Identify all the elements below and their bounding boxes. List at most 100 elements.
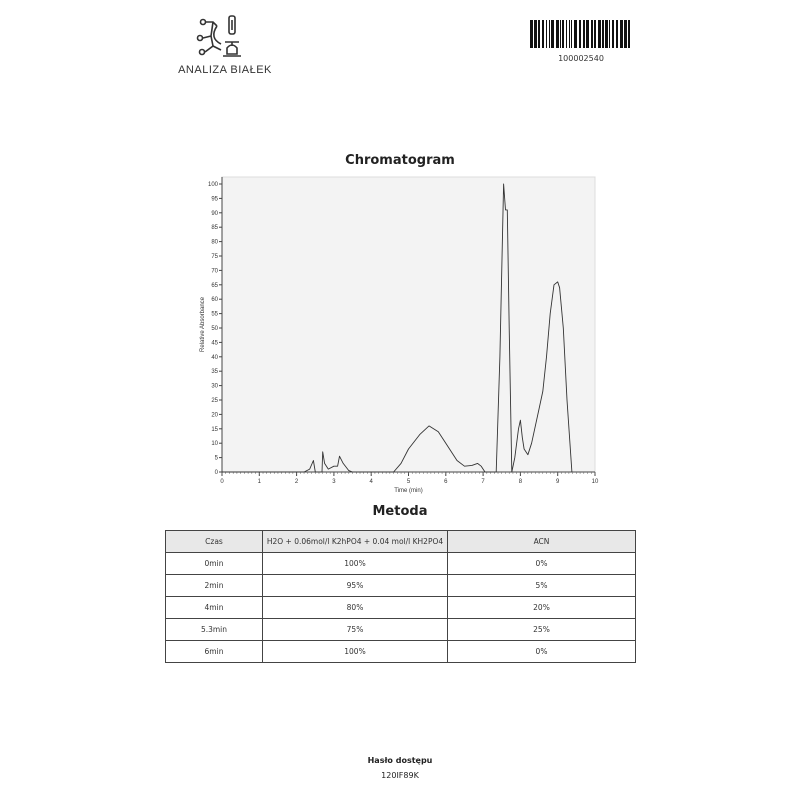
col-header-buffer: H2O + 0.06mol/l K2hPO4 + 0.04 mol/l KH2P… [262,530,448,553]
cell-acn: 25% [447,618,636,641]
y-tick-label: 70 [211,268,218,274]
password-value: 120IF89K [381,771,419,780]
table-row: 0min 100% 0% [165,552,636,575]
barcode-bar [569,20,570,48]
barcode: 100002540 [528,20,634,63]
cell-buffer: 75% [262,618,448,641]
cell-buffer: 95% [262,574,448,597]
barcode-bar [546,20,547,48]
barcode-bar [620,20,623,48]
barcode-bar [624,20,627,48]
cell-time: 4min [165,596,263,619]
barcode-bar [538,20,540,48]
barcode-image [530,20,630,48]
x-tick-label: 3 [332,479,336,485]
table-row: 6min 100% 0% [165,640,636,663]
barcode-bar [562,20,564,48]
col-header-acn: ACN [447,530,636,553]
x-tick-label: 7 [481,479,485,485]
barcode-number: 100002540 [558,54,604,63]
x-tick-label: 8 [519,479,523,485]
y-tick-label: 0 [215,470,219,476]
y-tick-label: 30 [211,384,218,390]
chromatogram-trace [222,183,573,473]
y-tick-label: 50 [211,326,218,332]
plot-area [221,176,596,473]
table-row: 2min 95% 5% [165,574,636,597]
barcode-bar [530,20,533,48]
table-row: 5.3min 75% 25% [165,618,636,641]
barcode-bar [560,20,561,48]
barcode-bar [571,20,572,48]
chart-title: Chromatogram [345,153,455,168]
barcode-bar [605,20,608,48]
barcode-bar [628,20,630,48]
x-tick-label: 0 [220,479,224,485]
y-tick-label: 95 [211,196,218,202]
y-tick-label: 65 [211,283,218,289]
y-tick-label: 100 [208,182,219,188]
x-tick-label: 5 [407,479,411,485]
y-tick-label: 40 [211,355,218,361]
barcode-bar [574,20,577,48]
barcode-bar [591,20,593,48]
y-axis-label: Relative Absorbance [200,296,206,352]
cell-buffer: 100% [262,552,448,575]
barcode-bar [583,20,585,48]
barcode-bar [579,20,581,48]
barcode-bar [612,20,614,48]
cell-time: 0min [165,552,263,575]
y-tick-label: 85 [211,225,218,231]
barcode-bar [586,20,589,48]
cell-acn: 0% [447,640,636,663]
barcode-bar [616,20,618,48]
cell-acn: 20% [447,596,636,619]
barcode-bar [609,20,610,48]
x-tick-label: 6 [444,479,448,485]
barcode-bar [556,20,559,48]
y-tick-label: 55 [211,312,218,318]
y-tick-label: 35 [211,369,218,375]
y-tick-label: 80 [211,240,218,246]
barcode-bar [542,20,544,48]
method-title: Metoda [372,504,428,519]
x-tick-label: 1 [258,479,262,485]
cell-time: 5.3min [165,618,263,641]
barcode-bar [549,20,550,48]
col-header-time: Czas [165,530,263,553]
logo: ANALIZA BIAŁEK [170,14,280,76]
cell-acn: 5% [447,574,636,597]
y-tick-label: 15 [211,427,218,433]
barcode-bar [598,20,601,48]
cell-time: 2min [165,574,263,597]
table-header-row: Czas H2O + 0.06mol/l K2hPO4 + 0.04 mol/l… [165,530,636,553]
barcode-bar [534,20,537,48]
x-tick-label: 9 [556,479,560,485]
table-row: 4min 80% 20% [165,596,636,619]
y-tick-label: 20 [211,412,218,418]
password-label: Hasło dostępu [367,756,433,765]
barcode-bar [602,20,604,48]
y-tick-label: 5 [215,456,219,462]
cell-buffer: 80% [262,596,448,619]
y-tick-label: 25 [211,398,218,404]
chromatogram-chart: 0 1 2 3 4 5 6 7 8 9 100510152025303540455055606570… [200,176,599,494]
cell-time: 6min [165,640,263,663]
y-tick-label: 10 [211,441,218,447]
molecule-microscope-icon [196,15,241,57]
y-tick-label: 45 [211,340,218,346]
barcode-bar [551,20,554,48]
y-tick-label: 90 [211,211,218,217]
y-tick-label: 60 [211,297,218,303]
y-tick-label: 75 [211,254,218,260]
method-table: Czas H2O + 0.06mol/l K2hPO4 + 0.04 mol/l… [165,530,636,663]
cell-acn: 0% [447,552,636,575]
x-tick-label: 2 [295,479,299,485]
x-axis-label: Time (min) [394,488,422,494]
barcode-bar [566,20,567,48]
cell-buffer: 100% [262,640,448,663]
x-tick-label: 4 [370,479,374,485]
x-tick-label: 10 [592,479,599,485]
logo-text: ANALIZA BIAŁEK [178,64,272,76]
